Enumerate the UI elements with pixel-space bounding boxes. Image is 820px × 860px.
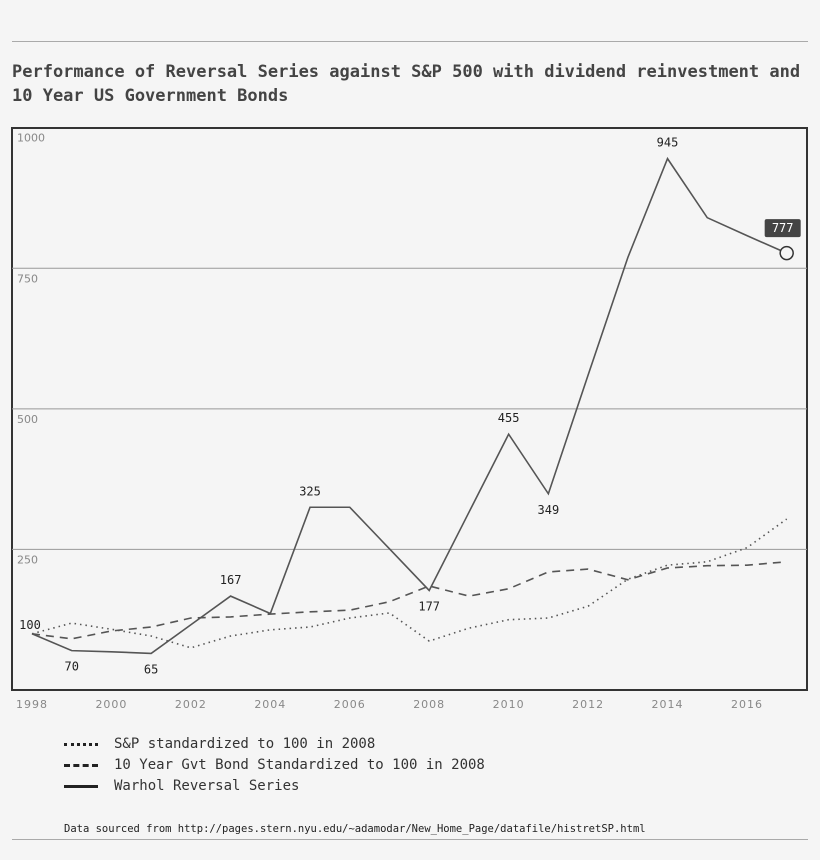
legend-item-sp: S&P standardized to 100 in 2008 <box>64 736 375 752</box>
endpoint-marker <box>779 245 794 261</box>
bottom-rule <box>12 839 808 840</box>
data-label: 65 <box>144 662 158 676</box>
data-label: 167 <box>220 573 242 587</box>
chart-title: Performance of Reversal Series against S… <box>12 62 801 106</box>
data-label: 100 <box>19 618 41 632</box>
x-tick-label: 2004 <box>254 698 286 711</box>
x-tick-label: 2016 <box>731 698 763 711</box>
x-tick-label: 2002 <box>175 698 207 711</box>
dotted-swatch-icon <box>64 742 98 746</box>
data-label: 349 <box>538 503 560 517</box>
solid-swatch-icon <box>64 784 98 788</box>
data-label: 945 <box>657 136 679 150</box>
data-label: 325 <box>299 484 321 498</box>
y-tick-label: 500 <box>17 413 38 426</box>
data-label: 455 <box>498 411 520 425</box>
y-tick-label: 250 <box>17 553 38 566</box>
series-line-dashed <box>31 560 787 640</box>
series-line-dotted <box>31 518 788 649</box>
legend-item-warhol: Warhol Reversal Series <box>64 778 299 794</box>
chart: 250 500 750 1000 1998 2000 2002 2004 2006 2008 201… <box>11 127 808 711</box>
series-line-solid <box>31 156 788 655</box>
tooltip-label: 777 <box>772 221 794 235</box>
x-tick-label: 2000 <box>95 698 127 711</box>
legend-label: S&P standardized to 100 in 2008 <box>114 736 376 752</box>
x-tick-label: 1998 <box>16 698 48 711</box>
source-note: Data sourced from http://pages.stern.nyu… <box>64 823 646 835</box>
y-tick-label: 750 <box>17 272 38 285</box>
data-label: 177 <box>418 599 440 613</box>
legend-label: Warhol Reversal Series <box>114 778 300 794</box>
dashed-swatch-icon <box>64 763 98 767</box>
top-rule <box>12 41 808 42</box>
tooltip-box <box>764 219 801 238</box>
legend-label: 10 Year Gvt Bond Standardized to 100 in … <box>114 757 485 773</box>
x-tick-label: 2014 <box>652 698 684 711</box>
legend-item-bond: 10 Year Gvt Bond Standardized to 100 in … <box>64 757 485 773</box>
x-tick-label: 2006 <box>334 698 366 711</box>
x-tick-label: 2008 <box>413 698 445 711</box>
x-tick-label: 2010 <box>493 698 525 711</box>
x-tick-label: 2012 <box>572 698 604 711</box>
y-tick-label: 1000 <box>17 132 45 145</box>
data-label: 70 <box>64 660 78 674</box>
